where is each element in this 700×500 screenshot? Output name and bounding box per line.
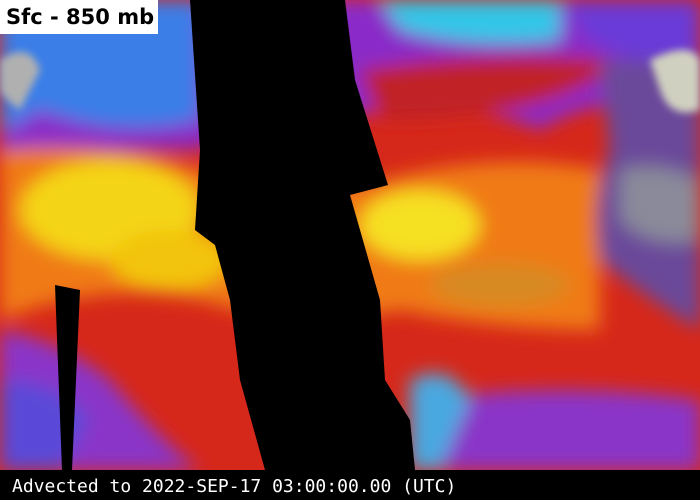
- timestamp: Advected to 2022-SEP-17 03:00:00.00 (UTC…: [12, 476, 456, 497]
- no-data-swath: [55, 285, 80, 470]
- title-box: [0, 0, 158, 34]
- title: Sfc - 850 mb: [6, 5, 154, 29]
- footer-bar: [0, 470, 700, 500]
- no-data-swath: [190, 0, 415, 470]
